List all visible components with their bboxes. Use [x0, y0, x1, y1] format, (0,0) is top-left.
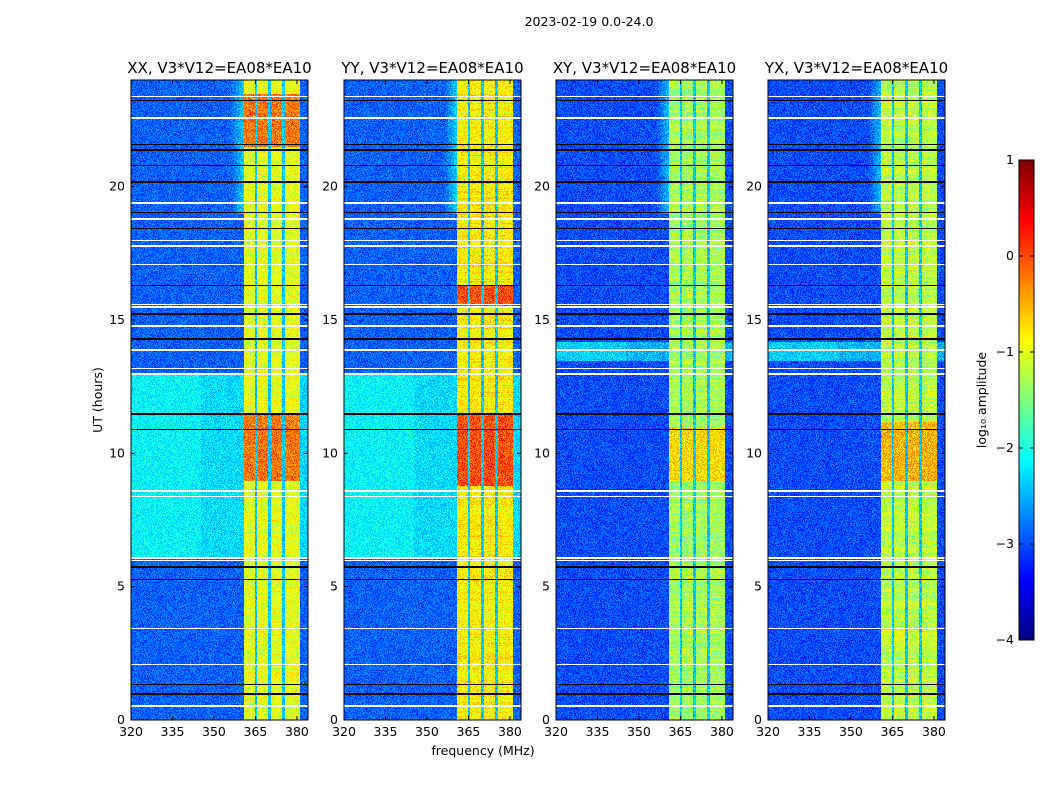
y-tick-label: 5: [754, 579, 762, 594]
x-tick-label: 350: [202, 724, 226, 739]
panel-frame: [130, 79, 309, 721]
x-tick-label: 350: [415, 724, 439, 739]
panel-frame: [343, 79, 522, 721]
panel-title: XY, V3*V12=EA08*EA10: [553, 59, 736, 77]
x-axis-label: frequency (MHz): [431, 743, 534, 758]
colorbar-tick-label: −2: [996, 440, 1014, 455]
y-tick-label: 0: [754, 712, 762, 727]
y-tick-label: 5: [117, 579, 125, 594]
x-tick-label: 365: [244, 724, 268, 739]
colorbar-tick-label: −3: [996, 536, 1014, 551]
y-tick-label: 10: [746, 445, 762, 460]
colorbar-frame: [1018, 159, 1035, 641]
y-tick-label: 15: [746, 312, 762, 327]
figure-title: 2023-02-19 0.0-24.0: [525, 14, 654, 29]
y-tick-label: 15: [322, 312, 338, 327]
panel-title: YY, V3*V12=EA08*EA10: [340, 59, 523, 77]
y-tick-label: 5: [542, 579, 550, 594]
panel-title: XX, V3*V12=EA08*EA10: [127, 59, 311, 77]
panel-frame: [767, 79, 946, 721]
y-tick-label: 10: [534, 445, 550, 460]
x-tick-label: 320: [119, 724, 143, 739]
y-tick-label: 20: [109, 179, 125, 194]
x-tick-label: 335: [586, 724, 610, 739]
x-tick-label: 335: [798, 724, 822, 739]
y-tick-label: 0: [117, 712, 125, 727]
waterfall-xx: [131, 80, 308, 720]
y-tick-label: 10: [109, 445, 125, 460]
y-tick-label: 10: [322, 445, 338, 460]
x-tick-label: 365: [881, 724, 905, 739]
x-tick-label: 320: [756, 724, 780, 739]
y-tick-label: 20: [534, 179, 550, 194]
waterfall-xy: [556, 80, 733, 720]
y-tick-label: 20: [746, 179, 762, 194]
y-tick-label: 0: [542, 712, 550, 727]
y-axis-label: UT (hours): [90, 367, 105, 433]
x-tick-label: 365: [457, 724, 481, 739]
y-tick-label: 20: [322, 179, 338, 194]
colorbar-tick-label: 1: [1006, 152, 1014, 167]
y-tick-label: 0: [330, 712, 338, 727]
x-tick-label: 335: [161, 724, 185, 739]
panel-title: YX, V3*V12=EA08*EA10: [764, 59, 948, 77]
y-tick-label: 15: [534, 312, 550, 327]
x-tick-label: 380: [922, 724, 946, 739]
y-tick-label: 5: [330, 579, 338, 594]
x-tick-label: 320: [544, 724, 568, 739]
x-tick-label: 365: [669, 724, 693, 739]
colorbar-tick-label: 0: [1006, 248, 1014, 263]
x-tick-label: 350: [627, 724, 651, 739]
waterfall-yy: [344, 80, 521, 720]
waterfall-yx: [768, 80, 945, 720]
colorbar-tick-label: −1: [996, 344, 1014, 359]
colorbar: [1019, 160, 1034, 640]
x-tick-label: 380: [498, 724, 522, 739]
colorbar-label: log₁₀ amplitude: [974, 352, 989, 449]
x-tick-label: 380: [285, 724, 309, 739]
x-tick-label: 335: [374, 724, 398, 739]
x-tick-label: 320: [332, 724, 356, 739]
x-tick-label: 380: [710, 724, 734, 739]
colorbar-tick-label: −4: [996, 632, 1014, 647]
panel-frame: [555, 79, 734, 721]
x-tick-label: 350: [839, 724, 863, 739]
y-tick-label: 15: [109, 312, 125, 327]
